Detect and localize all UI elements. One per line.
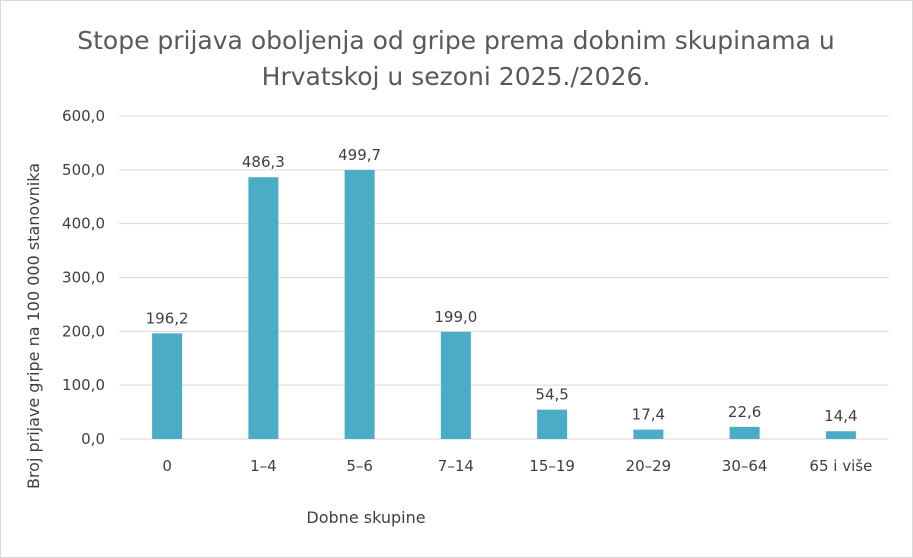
bar bbox=[729, 426, 760, 439]
y-tick-label: 500,0 bbox=[62, 161, 105, 179]
bar bbox=[344, 169, 375, 440]
bar bbox=[825, 431, 856, 439]
bar bbox=[152, 333, 183, 439]
data-label: 196,2 bbox=[146, 309, 189, 327]
data-label: 17,4 bbox=[632, 406, 665, 424]
x-tick-label: 7–14 bbox=[438, 457, 474, 475]
bars bbox=[152, 169, 856, 440]
x-tick-label: 20–29 bbox=[626, 457, 672, 475]
x-axis-ticks: 0 1–4 5–6 7–14 15–19 20–29 30–64 65 i više bbox=[162, 457, 872, 475]
y-tick-label: 300,0 bbox=[62, 269, 105, 287]
chart-title-line-1: Stope prijava oboljenja od gripe prema d… bbox=[77, 26, 835, 55]
data-label: 14,4 bbox=[824, 407, 857, 425]
bar bbox=[248, 177, 279, 439]
bar bbox=[440, 331, 471, 439]
x-tick-label: 15–19 bbox=[529, 457, 575, 475]
y-tick-label: 200,0 bbox=[62, 322, 105, 340]
x-tick-label: 1–4 bbox=[250, 457, 277, 475]
x-axis-title: Dobne skupine bbox=[306, 508, 425, 527]
y-tick-label: 400,0 bbox=[62, 215, 105, 233]
y-axis-title: Broj prijave gripe na 100 000 stanovnika bbox=[24, 163, 43, 489]
data-labels: 196,2 486,3 499,7 199,0 54,5 17,4 22,6 14,4 bbox=[146, 146, 858, 425]
bar bbox=[537, 409, 568, 439]
bar bbox=[633, 429, 664, 439]
y-axis-ticks: 0,0 100,0 200,0 300,0 400,0 500,0 600,0 bbox=[62, 107, 105, 448]
x-tick-label: 65 i više bbox=[809, 457, 872, 475]
y-tick-label: 0,0 bbox=[81, 430, 105, 448]
x-tick-label: 5–6 bbox=[346, 457, 373, 475]
x-tick-label: 30–64 bbox=[722, 457, 768, 475]
data-label: 22,6 bbox=[728, 403, 761, 421]
y-tick-label: 100,0 bbox=[62, 376, 105, 394]
chart-title-line-2: Hrvatskoj u sezoni 2025./2026. bbox=[262, 62, 651, 91]
x-tick-label: 0 bbox=[162, 457, 172, 475]
y-tick-label: 600,0 bbox=[62, 107, 105, 125]
data-label: 486,3 bbox=[242, 153, 285, 171]
data-label: 54,5 bbox=[535, 386, 568, 404]
gridlines bbox=[119, 115, 889, 440]
data-label: 199,0 bbox=[434, 308, 477, 326]
data-label: 499,7 bbox=[338, 146, 381, 164]
